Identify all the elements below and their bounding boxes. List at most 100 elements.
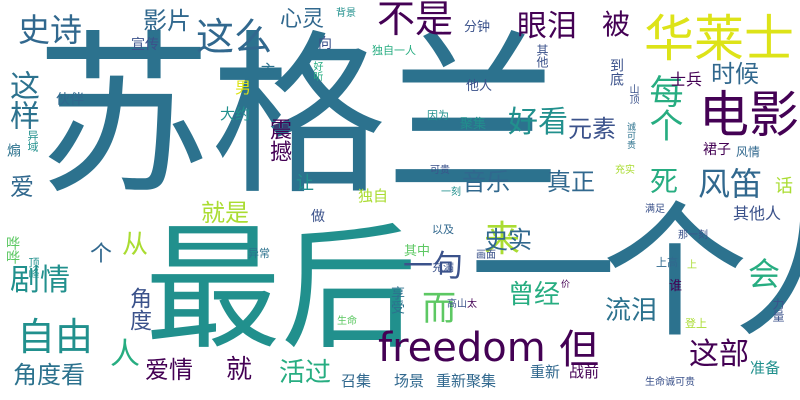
word: 充实: [615, 165, 635, 176]
word: 角度看: [13, 361, 85, 389]
word: 被: [602, 8, 631, 41]
word: 上: [687, 260, 697, 271]
word: 太: [467, 299, 477, 310]
word: 做: [311, 209, 325, 225]
word: 剧情: [10, 263, 70, 298]
word: 诚可贵: [625, 122, 635, 149]
word: 顶峰: [27, 257, 40, 279]
word: 男: [235, 78, 252, 97]
word: 到底: [608, 58, 624, 86]
word: 死: [650, 165, 679, 198]
word: 苏格兰: [36, 16, 561, 219]
word: 而: [422, 289, 456, 329]
word: 这样: [4, 70, 39, 130]
word: 华莱士: [644, 10, 794, 68]
word: 充满: [432, 261, 454, 274]
word: 上高: [656, 256, 678, 269]
word: 风笛: [698, 165, 763, 203]
word: 其中: [404, 244, 431, 259]
word: 一个人: [470, 188, 800, 358]
word: 他人: [466, 79, 493, 94]
word: 裙子: [703, 142, 731, 158]
word: 重新聚集: [436, 372, 497, 390]
word: freedom: [378, 325, 546, 371]
word: 曾经: [508, 280, 561, 310]
word: 电影: [699, 86, 799, 144]
word: 独自: [358, 187, 389, 205]
word: 其他: [535, 44, 549, 68]
word: 人: [110, 337, 140, 372]
word: 活过: [279, 358, 332, 388]
word: 哗哗: [4, 236, 20, 264]
word: 角度: [126, 287, 151, 331]
word: 战前: [569, 363, 600, 381]
word: 震撼: [266, 118, 291, 162]
word: 那一刻: [678, 230, 708, 241]
word: 满足: [645, 204, 665, 215]
word: 史实: [484, 226, 532, 254]
word: 画面: [476, 250, 496, 261]
word: 音乐: [462, 168, 510, 196]
word: 好看: [508, 105, 568, 140]
word: 准备: [750, 359, 781, 377]
word: 可贵: [430, 165, 450, 176]
word: 元素: [568, 115, 616, 143]
word: 登上: [685, 317, 707, 330]
word: 眼泪: [517, 9, 577, 44]
word: 重新: [530, 363, 561, 381]
word: 场景: [394, 372, 425, 390]
word: 因为: [427, 109, 449, 122]
word: 影片: [143, 7, 191, 35]
word: 一句: [403, 249, 463, 284]
word: 会: [748, 255, 781, 293]
word: 来: [484, 219, 521, 260]
word: 士兵: [670, 70, 703, 89]
word: 一刻: [441, 187, 461, 198]
word: 真正: [547, 168, 595, 196]
word: 这部: [689, 337, 749, 372]
word: 大约: [220, 105, 251, 123]
word: 史诗: [18, 11, 83, 49]
word: 时候: [711, 60, 759, 88]
word: 自由: [17, 315, 94, 359]
word: 向: [318, 36, 332, 52]
word: 高山: [447, 299, 467, 310]
word: 让: [296, 173, 314, 194]
word: 异域: [26, 130, 39, 152]
word: 山顶: [627, 84, 638, 104]
word: 生命: [337, 316, 357, 327]
word: 价: [561, 280, 571, 290]
word: 其他人: [733, 204, 782, 223]
word: 谁: [669, 279, 683, 294]
word: 个: [90, 242, 113, 267]
word: 话: [772, 176, 793, 194]
word: 聚集: [460, 117, 487, 132]
word: 独自一人: [372, 44, 416, 57]
word: 每个: [643, 74, 683, 142]
word: 分钟: [464, 20, 491, 35]
word: 以及: [432, 223, 454, 236]
word: 这么: [196, 15, 273, 59]
word: 背景: [336, 8, 356, 19]
word: 好听: [311, 61, 322, 81]
word: 煽: [5, 143, 21, 157]
word: 但: [559, 327, 599, 373]
word: 不是: [377, 0, 454, 41]
word: 风情: [736, 145, 761, 159]
word: 伙伴: [56, 92, 84, 108]
word: 从: [122, 230, 149, 260]
word: 生命诚可贵: [645, 377, 695, 388]
word: 流泪: [605, 296, 658, 326]
word: 心灵: [280, 7, 325, 32]
word: 就: [226, 355, 253, 385]
word: 爱情: [145, 356, 193, 384]
word: 异常: [248, 247, 270, 260]
word: 主: [260, 61, 277, 80]
word: 力量: [771, 298, 785, 322]
word: 最后: [145, 211, 417, 369]
word: 爱: [10, 173, 34, 201]
word: 就是: [201, 199, 249, 227]
word: 宣传: [131, 37, 159, 53]
word: 享受: [389, 286, 405, 314]
